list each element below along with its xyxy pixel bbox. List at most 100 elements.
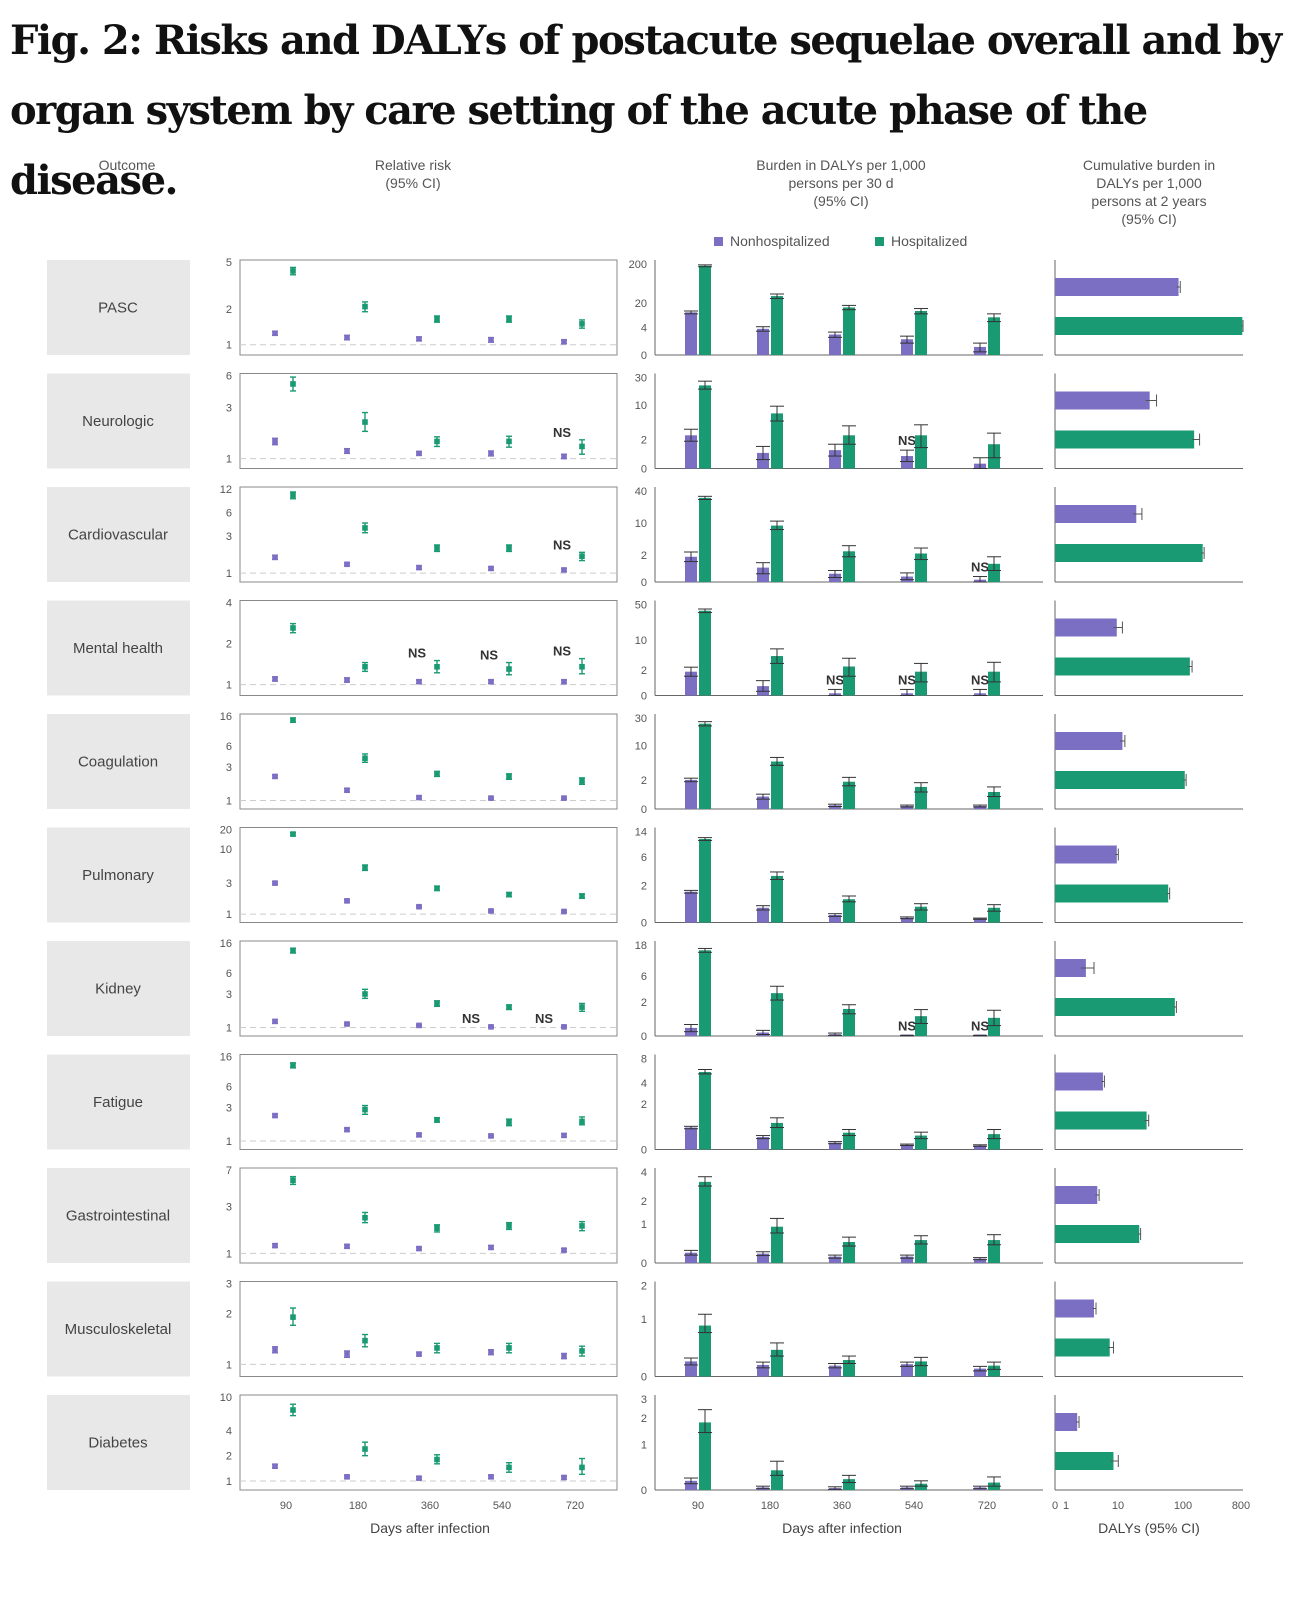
cumulative-burden-header: DALYs per 1,000	[1096, 175, 1202, 191]
rr-hospitalized-point	[434, 1345, 440, 1351]
rr-x-tick-label: 540	[493, 1500, 511, 1512]
rr-hospitalized-point	[362, 303, 368, 310]
burden-hospitalized-bar	[843, 551, 855, 582]
burden-hospitalized-bar	[699, 497, 711, 582]
burden-hospitalized-bar	[988, 671, 1000, 696]
rr-nonhospitalized-point	[488, 1244, 494, 1251]
rr-tick-label: 1	[226, 680, 232, 692]
outcome-row: Mental health 4 2 1 NS NS NS 50 10 2 0 NS NS NS	[47, 598, 1243, 703]
rr-hospitalized-point	[506, 666, 512, 672]
rr-nonhospitalized-point	[344, 787, 350, 794]
burden-tick-label: 0	[641, 1031, 647, 1043]
outcome-panel	[47, 373, 190, 469]
burden-x-axis-title: Days after infection	[782, 1520, 902, 1536]
burden-hospitalized-bar	[988, 1240, 1000, 1263]
rr-nonhospitalized-point	[561, 1474, 567, 1481]
burden-tick-label: 2	[641, 1099, 647, 1111]
outcome-label: Gastrointestinal	[66, 1208, 170, 1225]
burden-x-tick-label: 360	[833, 1500, 851, 1512]
rr-x-tick-label: 90	[280, 1500, 292, 1512]
rr-panel-frame	[239, 1281, 618, 1377]
rr-hospitalized-point	[506, 891, 512, 898]
rr-hospitalized-point	[579, 1118, 585, 1125]
ns-label: NS	[971, 1018, 989, 1033]
burden-hospitalized-bar	[843, 1360, 855, 1377]
burden-nonhospitalized-bar	[685, 1127, 697, 1150]
burden-nonhospitalized-bar	[901, 1256, 913, 1263]
burden-nonhospitalized-bar	[901, 805, 913, 809]
burden-nonhospitalized-bar	[757, 1137, 769, 1150]
rr-tick-label: 5	[226, 257, 232, 269]
outcome-label: Kidney	[95, 981, 141, 998]
rr-tick-label: 4	[226, 598, 232, 610]
cumulative-hospitalized-bar	[1055, 771, 1185, 789]
burden-hospitalized-bar	[699, 610, 711, 696]
burden-nonhospitalized-bar	[757, 907, 769, 923]
rr-hospitalized-point	[362, 1337, 368, 1344]
burden-tick-label: 18	[635, 940, 647, 952]
cumulative-hospitalized-bar	[1055, 317, 1243, 335]
rr-panel-frame	[239, 1054, 618, 1150]
ns-label: NS	[971, 560, 989, 575]
x-axes: 90 90 180 180 360 360 540 540 720 720 Days after i…	[280, 1500, 1250, 1536]
burden-tick-label: 20	[635, 298, 647, 310]
burden-nonhospitalized-bar	[685, 556, 697, 582]
burden-nonhospitalized-bar	[829, 915, 841, 923]
burden-nonhospitalized-bar	[974, 1368, 986, 1377]
cumulative-x-tick-label: 100	[1174, 1500, 1192, 1512]
rr-hospitalized-point	[290, 947, 296, 954]
burden-tick-label: 2	[641, 550, 647, 562]
rr-nonhospitalized-point	[272, 1463, 278, 1469]
burden-tick-label: 1	[641, 1219, 647, 1231]
rr-tick-label: 3	[226, 1201, 232, 1213]
burden-x-tick-label: 720	[978, 1500, 996, 1512]
rr-hospitalized-point	[290, 717, 296, 723]
burden-tick-label: 2	[641, 434, 647, 446]
rr-nonhospitalized-point	[416, 794, 422, 801]
burden-hospitalized-bar	[843, 307, 855, 355]
burden-nonhospitalized-bar	[757, 1364, 769, 1377]
burden-tick-label: 4	[641, 1078, 647, 1090]
burden-hospitalized-bar	[771, 875, 783, 923]
burden-hospitalized-bar	[988, 1365, 1000, 1377]
burden-tick-label: 0	[641, 464, 647, 476]
rr-tick-label: 3	[226, 762, 232, 774]
burden-hospitalized-bar	[915, 671, 927, 696]
burden-tick-label: 10	[635, 635, 647, 647]
rr-nonhospitalized-point	[344, 1126, 350, 1133]
rr-tick-label: 1	[226, 340, 232, 352]
burden-tick-label: 0	[641, 918, 647, 930]
rr-nonhospitalized-point	[272, 1018, 278, 1025]
rr-nonhospitalized-point	[416, 1351, 422, 1357]
rr-tick-label: 10	[220, 1392, 232, 1404]
rr-nonhospitalized-point	[272, 1112, 278, 1119]
outcome-label: Fatigue	[93, 1094, 143, 1111]
cumulative-x-tick-label: 1	[1063, 1500, 1069, 1512]
burden-nonhospitalized-bar	[901, 456, 913, 469]
cumulative-x-tick-label: 0	[1052, 1500, 1058, 1512]
burden-tick-label: 6	[641, 971, 647, 983]
burden-hospitalized-bar	[699, 1181, 711, 1263]
rr-hospitalized-point	[434, 438, 440, 445]
rr-nonhospitalized-point	[344, 1021, 350, 1027]
burden-tick-label: 0	[641, 691, 647, 703]
rr-hospitalized-point	[506, 545, 512, 551]
outcome-panel	[47, 1054, 190, 1150]
rr-nonhospitalized-point	[416, 1245, 422, 1252]
legend-nonhospitalized-swatch	[714, 237, 723, 246]
rr-nonhospitalized-point	[416, 903, 422, 910]
outcome-panel	[47, 487, 190, 582]
rr-nonhospitalized-point	[344, 1243, 350, 1250]
outcome-panel	[47, 1168, 190, 1263]
rr-nonhospitalized-point	[272, 330, 278, 337]
rr-nonhospitalized-point	[272, 1242, 278, 1249]
burden-hospitalized-bar	[699, 1071, 711, 1150]
burden-hospitalized-bar	[771, 993, 783, 1036]
rr-tick-label: 6	[226, 968, 232, 980]
rr-tick-label: 3	[226, 531, 232, 543]
burden-nonhospitalized-bar	[829, 1256, 841, 1263]
rr-tick-label: 3	[226, 878, 232, 890]
